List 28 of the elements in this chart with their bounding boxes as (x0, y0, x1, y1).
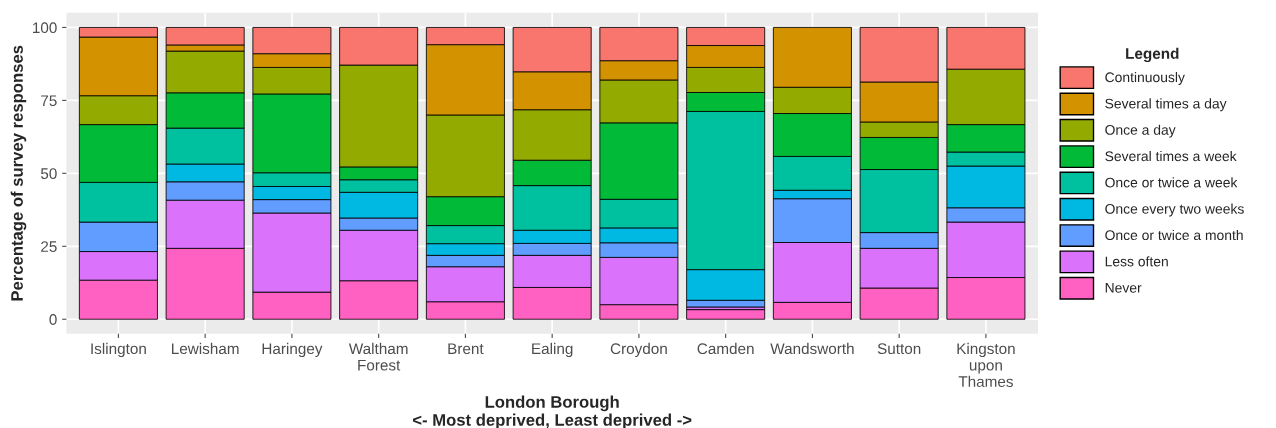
legend-title: Legend (1126, 47, 1179, 63)
y-tick-label: 25 (41, 241, 57, 252)
y-axis-title: Percentage of survey responses (10, 45, 27, 301)
legend-label: Once or twice a week (1105, 177, 1238, 188)
x-tick-label: Kingston upon Thames (957, 342, 1015, 387)
x-tick-label: Croydon (610, 342, 667, 358)
y-tick-label: 0 (49, 314, 57, 325)
x-tick-label: Islington (91, 342, 146, 358)
x-tick-label: Haringey (262, 342, 323, 358)
bar (686, 309, 766, 320)
legend-label: Several times a day (1105, 98, 1227, 112)
x-tick-label: Lewisham (172, 342, 239, 355)
x-tick-label: Brent (448, 343, 484, 355)
legend-label: Less often (1105, 256, 1168, 267)
x-tick-label: Ealing (532, 342, 573, 358)
x-tick-label: Waltham Forest (348, 342, 408, 371)
x-tick-label: Wandsworth (770, 342, 854, 355)
y-tick-label: 75 (41, 95, 57, 107)
legend-label: Never (1105, 283, 1142, 293)
legend-label: Once every two weeks (1105, 203, 1244, 217)
x-tick-label: Camden (697, 342, 754, 355)
x-tick-label: Sutton (877, 343, 921, 355)
legend-label: Once or twice a month (1105, 229, 1243, 241)
y-tick-label: 100 (33, 22, 57, 34)
y-tick-label: 50 (40, 168, 57, 180)
legend-label: Several times a week (1105, 150, 1237, 162)
legend-label: Continuously (1105, 71, 1185, 85)
legend-label: Once a day (1105, 124, 1176, 138)
